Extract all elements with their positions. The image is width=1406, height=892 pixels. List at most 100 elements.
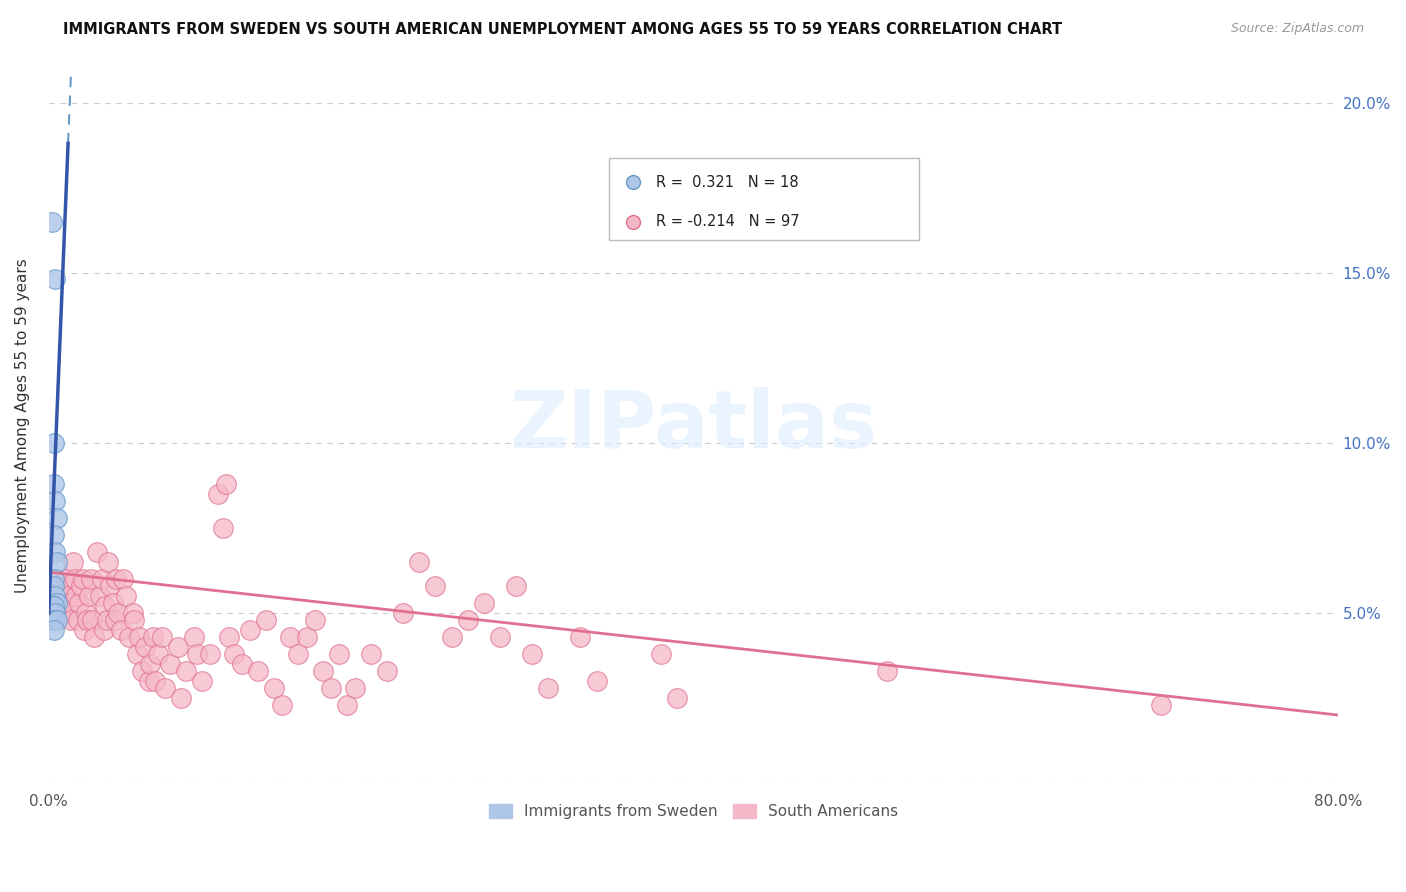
Point bbox=[215, 476, 238, 491]
Point bbox=[239, 623, 262, 637]
Point bbox=[42, 599, 65, 613]
Point bbox=[62, 555, 84, 569]
Legend: Immigrants from Sweden, South Americans: Immigrants from Sweden, South Americans bbox=[482, 798, 904, 825]
Point bbox=[569, 630, 592, 644]
Point bbox=[328, 647, 350, 661]
Point bbox=[104, 613, 127, 627]
Point bbox=[42, 476, 65, 491]
Point bbox=[159, 657, 181, 671]
Point bbox=[537, 681, 560, 695]
Text: R =  0.321   N = 18: R = 0.321 N = 18 bbox=[655, 175, 799, 190]
Point bbox=[183, 630, 205, 644]
Point bbox=[304, 613, 326, 627]
Point bbox=[585, 673, 607, 688]
Point bbox=[77, 589, 100, 603]
Point bbox=[425, 579, 447, 593]
Point bbox=[505, 579, 527, 593]
Point bbox=[287, 647, 309, 661]
Point bbox=[98, 579, 121, 593]
Point bbox=[472, 596, 495, 610]
Point bbox=[128, 630, 150, 644]
Point bbox=[79, 572, 101, 586]
Point bbox=[153, 681, 176, 695]
Point bbox=[44, 589, 66, 603]
Point bbox=[76, 613, 98, 627]
Point bbox=[170, 690, 193, 705]
Point bbox=[89, 589, 111, 603]
Point bbox=[520, 647, 543, 661]
Point bbox=[42, 527, 65, 541]
Point bbox=[70, 579, 93, 593]
Point bbox=[489, 630, 512, 644]
Point bbox=[186, 647, 208, 661]
Point bbox=[73, 623, 96, 637]
Point bbox=[666, 690, 689, 705]
Point bbox=[59, 596, 82, 610]
Point bbox=[134, 640, 156, 654]
Point bbox=[121, 606, 143, 620]
Point bbox=[93, 623, 115, 637]
Point bbox=[96, 613, 118, 627]
Point bbox=[263, 681, 285, 695]
Point bbox=[143, 673, 166, 688]
Point bbox=[650, 647, 672, 661]
FancyBboxPatch shape bbox=[609, 158, 920, 240]
Point bbox=[42, 579, 65, 593]
Point bbox=[42, 435, 65, 450]
Point bbox=[876, 664, 898, 678]
Point bbox=[218, 630, 240, 644]
Point bbox=[53, 606, 76, 620]
Point bbox=[45, 555, 67, 569]
Y-axis label: Unemployment Among Ages 55 to 59 years: Unemployment Among Ages 55 to 59 years bbox=[15, 259, 30, 593]
Point bbox=[122, 613, 145, 627]
Text: R = -0.214   N = 97: R = -0.214 N = 97 bbox=[655, 214, 800, 229]
Point bbox=[191, 673, 214, 688]
Point bbox=[67, 596, 90, 610]
Point bbox=[63, 572, 86, 586]
Point bbox=[42, 623, 65, 637]
Point bbox=[60, 613, 83, 627]
Point bbox=[45, 613, 67, 627]
Point bbox=[110, 623, 132, 637]
Point bbox=[319, 681, 342, 695]
Point bbox=[139, 657, 162, 671]
Point bbox=[52, 589, 75, 603]
Text: ZIPatlas: ZIPatlas bbox=[509, 387, 877, 465]
Point bbox=[44, 493, 66, 508]
Point bbox=[49, 589, 72, 603]
Point bbox=[72, 572, 94, 586]
Point bbox=[440, 630, 463, 644]
Point bbox=[457, 613, 479, 627]
Point bbox=[254, 613, 277, 627]
Point bbox=[271, 698, 294, 712]
Point bbox=[198, 647, 221, 661]
Text: IMMIGRANTS FROM SWEDEN VS SOUTH AMERICAN UNEMPLOYMENT AMONG AGES 55 TO 59 YEARS : IMMIGRANTS FROM SWEDEN VS SOUTH AMERICAN… bbox=[63, 22, 1063, 37]
Point bbox=[166, 640, 188, 654]
Point bbox=[45, 510, 67, 524]
Point bbox=[343, 681, 366, 695]
Point bbox=[247, 664, 270, 678]
Point bbox=[90, 572, 112, 586]
Point bbox=[375, 664, 398, 678]
Point bbox=[45, 596, 67, 610]
Point bbox=[82, 613, 104, 627]
Point bbox=[207, 487, 229, 501]
Point bbox=[44, 272, 66, 286]
Point bbox=[115, 589, 138, 603]
Point bbox=[211, 521, 233, 535]
Point bbox=[118, 630, 141, 644]
Point bbox=[1149, 698, 1171, 712]
Point bbox=[56, 589, 79, 603]
Point bbox=[408, 555, 430, 569]
Point bbox=[65, 589, 87, 603]
Point bbox=[138, 673, 160, 688]
Point bbox=[111, 572, 134, 586]
Point bbox=[51, 606, 73, 620]
Point bbox=[94, 599, 117, 613]
Point bbox=[150, 630, 173, 644]
Point bbox=[45, 572, 67, 586]
Point bbox=[66, 613, 89, 627]
Point bbox=[142, 630, 165, 644]
Point bbox=[311, 664, 333, 678]
Point bbox=[53, 579, 76, 593]
